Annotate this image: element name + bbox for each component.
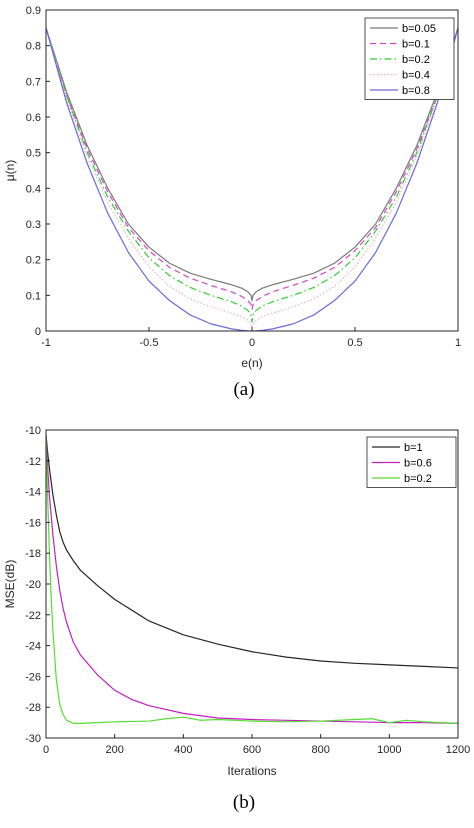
y-tick-label: 0.7	[26, 76, 41, 88]
legend-label: b=0.2	[404, 473, 432, 485]
x-tick-label: -0.5	[140, 337, 159, 349]
series-line-b-0-2	[46, 434, 458, 724]
x-tick-label: 400	[174, 744, 192, 756]
x-tick-label: 1200	[446, 744, 470, 756]
chart-a: -1 -0.5 0 0.5 1 0 0.1 0.2 0.3 0.4 0.5 0.6 0.7 0.8 0.9 e…	[3, 5, 461, 400]
series-line-b-0-05	[46, 27, 458, 302]
legend-label: b=0.2	[402, 54, 430, 66]
legend: b=1 b=0.6 b=0.2	[366, 436, 457, 488]
figure-caption: (b)	[233, 792, 255, 813]
x-tick-label: 800	[311, 744, 329, 756]
series-group	[46, 27, 458, 331]
y-tick-label: -12	[25, 456, 41, 468]
x-tick-label: 0	[43, 744, 49, 756]
y-tick-label: -18	[25, 548, 41, 560]
x-axis-label: Iterations	[227, 764, 276, 778]
y-tick-label: -30	[25, 733, 41, 745]
y-tick-label: -28	[25, 702, 41, 714]
x-tick-label: 200	[105, 744, 123, 756]
x-axis-label: e(n)	[241, 356, 262, 370]
series-line-b-0-2	[46, 27, 458, 323]
y-tick-label: 0.3	[26, 219, 41, 231]
y-tick-label: 0.6	[26, 112, 41, 124]
y-tick-label: 0.8	[26, 41, 41, 53]
y-tick-label: -22	[25, 610, 41, 622]
legend-label: b=1	[404, 442, 423, 454]
y-tick-label: 0.5	[26, 148, 41, 160]
legend-box	[364, 17, 455, 100]
x-tick-label: 1	[455, 337, 461, 349]
legend-label: b=0.6	[404, 458, 432, 470]
y-tick-label: -16	[25, 517, 41, 529]
series-line-b-0-1	[46, 27, 458, 311]
y-tick-label: -14	[25, 487, 41, 499]
legend-label: b=0.05	[402, 23, 436, 35]
x-tick-label: 0.5	[347, 337, 362, 349]
y-tick-label: 0.4	[26, 183, 41, 195]
x-tick-label: 0	[249, 337, 255, 349]
legend-label: b=0.8	[402, 85, 430, 97]
x-tick-label: -1	[41, 337, 51, 349]
y-tick-label: -26	[25, 671, 41, 683]
series-line-b-0-4	[46, 27, 458, 329]
series-line-b-0-8	[46, 27, 458, 331]
x-tick-label: 1000	[377, 744, 401, 756]
y-tick-label: -20	[25, 579, 41, 591]
legend-label: b=0.4	[402, 70, 430, 82]
x-tick-label: 600	[243, 744, 261, 756]
y-tick-label: 0.9	[26, 5, 41, 17]
legend: b=0.05 b=0.1 b=0.2 b=0.4 b=0.8	[364, 17, 455, 100]
figure-caption: (a)	[233, 379, 254, 400]
y-axis-label: MSE(dB)	[3, 560, 17, 609]
legend-label: b=0.1	[402, 39, 430, 51]
chart-b: 0 200 400 600 800 1000 1200 -30 -28 -26 -24 -22 -20 -…	[3, 425, 470, 813]
series-line-b-1	[46, 434, 458, 669]
y-tick-label: 0.1	[26, 290, 41, 302]
y-axis-label: μ(n)	[3, 160, 17, 182]
series-group	[46, 434, 458, 724]
y-tick-label: 0	[35, 326, 41, 338]
series-line-b-0-6	[46, 434, 458, 724]
y-tick-label: -10	[25, 425, 41, 437]
y-tick-label: -24	[25, 641, 41, 653]
y-tick-label: 0.2	[26, 255, 41, 267]
